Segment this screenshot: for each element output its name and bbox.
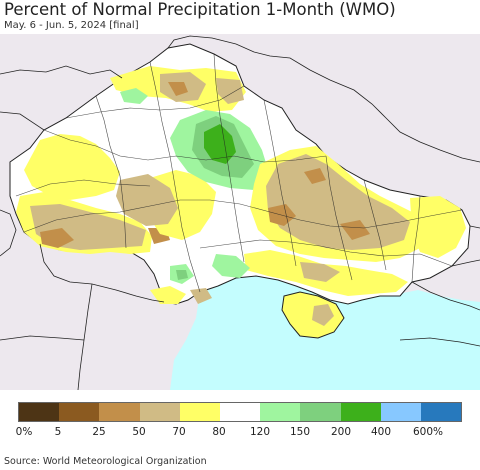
legend-label-4: 70 xyxy=(172,426,186,438)
map-subtitle: May. 6 - Jun. 5, 2024 [final] xyxy=(4,20,139,31)
legend-swatch-6 xyxy=(260,403,301,421)
legend-swatch-7 xyxy=(300,403,341,421)
map-title: Percent of Normal Precipitation 1-Month … xyxy=(4,0,396,19)
legend-swatch-5 xyxy=(219,403,261,421)
legend-swatch-4 xyxy=(179,403,220,421)
legend-label-0: 0% xyxy=(15,426,33,438)
legend-label-5: 80 xyxy=(212,426,226,438)
legend-label-1: 5 xyxy=(54,426,62,438)
source-note: Source: World Meteorological Organizatio… xyxy=(4,456,207,467)
legend-label-3: 50 xyxy=(132,426,146,438)
legend-swatch-8 xyxy=(340,403,381,421)
legend-swatch-0 xyxy=(19,403,60,421)
legend-swatch-3 xyxy=(139,403,180,421)
legend-swatch-9 xyxy=(380,403,421,421)
precipitation-map xyxy=(0,34,480,390)
legend-label-2: 25 xyxy=(92,426,106,438)
legend-label-8: 200 xyxy=(330,426,352,438)
legend-label-9: 400 xyxy=(370,426,392,438)
legend-swatch-1 xyxy=(59,403,100,421)
legend-swatch-2 xyxy=(99,403,140,421)
legend-label-6: 120 xyxy=(249,426,271,438)
legend-label-10: 600% xyxy=(412,426,444,438)
legend-swatch-10 xyxy=(420,403,462,421)
legend-labels: 0% 5 25 50 70 80 120 150 200 400 600% xyxy=(0,426,480,440)
legend-label-7: 150 xyxy=(289,426,311,438)
legend-colorbar xyxy=(18,402,462,422)
